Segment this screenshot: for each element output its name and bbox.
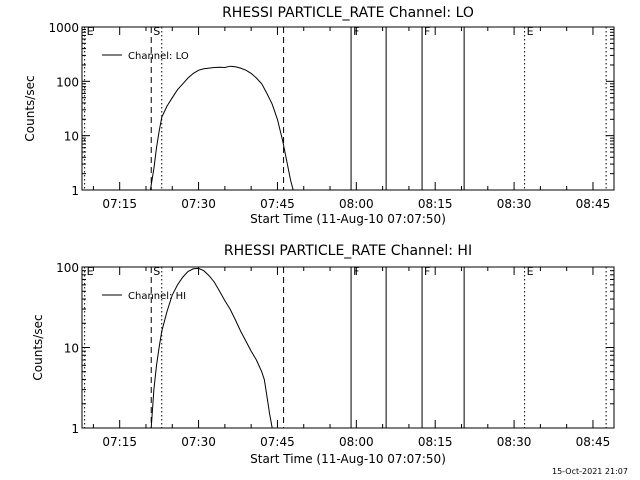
x-tick-label: 08:00 (339, 197, 374, 211)
x-tick-label: 08:30 (497, 435, 532, 449)
x-tick-label: 08:15 (418, 435, 453, 449)
chart-title: RHESSI PARTICLE_RATE Channel: LO (222, 5, 474, 21)
marker-label: E (87, 25, 94, 38)
y-tick-label: 10 (64, 130, 79, 144)
chart-panel-1: RHESSI PARTICLE_RATE Channel: LO 1 10 100 10… (23, 5, 615, 226)
x-tick-label: 07:15 (102, 197, 137, 211)
x-tick-label: 08:00 (339, 435, 374, 449)
x-tick-label: 07:30 (181, 435, 216, 449)
x-tick-label: 07:45 (260, 435, 295, 449)
marker-label: F (424, 25, 430, 38)
series-line (150, 267, 273, 429)
y-tick-label: 100 (56, 75, 79, 89)
y-tick-label: 1000 (48, 21, 79, 35)
y-axis-label: Counts/sec (23, 75, 37, 141)
x-tick-label: 08:45 (576, 435, 611, 449)
x-tick-label: 07:45 (260, 197, 295, 211)
marker-label: S (153, 25, 160, 38)
x-tick-label: 07:15 (102, 435, 137, 449)
x-tick-label: 07:30 (181, 197, 216, 211)
marker-label: F (353, 25, 359, 38)
y-tick-label: 10 (64, 342, 79, 356)
marker-label: E (527, 265, 534, 278)
x-tick-label: 08:15 (418, 197, 453, 211)
y-tick-label: 100 (56, 261, 79, 275)
y-axis-label: Counts/sec (31, 314, 45, 380)
marker-label: S (153, 265, 160, 278)
legend-label: Channel: LO (128, 51, 189, 62)
legend-label: Channel: HI (128, 291, 186, 302)
marker-label: F (424, 265, 430, 278)
x-axis-label: Start Time (11-Aug-10 07:07:50) (250, 212, 446, 226)
x-tick-label: 08:45 (576, 197, 611, 211)
panels: RHESSI PARTICLE_RATE Channel: LO11010010… (23, 5, 615, 466)
footer-timestamp: 15-Oct-2021 21:07 (552, 467, 628, 476)
series-line (149, 65, 294, 191)
y-tick-label: 1 (71, 422, 79, 436)
x-axis-label: Start Time (11-Aug-10 07:07:50) (250, 452, 446, 466)
x-tick-label: 08:30 (497, 197, 532, 211)
y-tick-label: 1 (71, 184, 79, 198)
plot-frame (81, 26, 615, 191)
marker-label: F (353, 265, 359, 278)
chart-title: RHESSI PARTICLE_RATE Channel: HI (224, 243, 472, 259)
marker-label: E (87, 265, 94, 278)
chart-panel-2: RHESSI PARTICLE_RATE Channel: HI 1 10 100 07… (31, 243, 615, 466)
marker-label: E (527, 25, 534, 38)
